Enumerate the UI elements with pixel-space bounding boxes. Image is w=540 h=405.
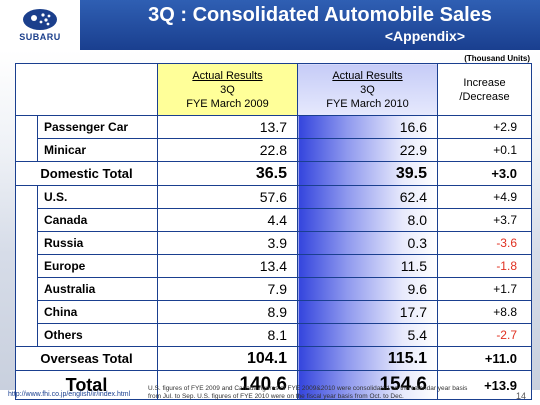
value-2010: 154.6 bbox=[297, 370, 438, 400]
value-diff: +11.0 bbox=[437, 346, 532, 371]
value-2009: 13.4 bbox=[157, 254, 298, 278]
value-diff: +13.9 bbox=[437, 370, 532, 400]
grand-total-row: Total 140.6 154.6 +13.9 bbox=[15, 370, 532, 400]
table-header-row: Actual Results 3Q FYE March 2009 Actual … bbox=[15, 63, 532, 116]
title-bar: 3Q : Consolidated Automobile Sales <Appe… bbox=[80, 0, 540, 50]
value-2009: 22.8 bbox=[157, 138, 298, 162]
row-label: Total bbox=[15, 370, 158, 400]
value-2010: 11.5 bbox=[297, 254, 438, 278]
table-row: Europe 13.4 11.5 -1.8 bbox=[16, 254, 532, 278]
row-label: Others bbox=[37, 323, 158, 347]
value-2009: 8.1 bbox=[157, 323, 298, 347]
value-2010: 8.0 bbox=[297, 208, 438, 232]
indent-cell bbox=[15, 115, 38, 162]
table-row: U.S. 57.6 62.4 +4.9 bbox=[15, 185, 532, 347]
value-diff: +2.9 bbox=[437, 115, 532, 139]
value-2010: 9.6 bbox=[297, 277, 438, 301]
table-row: Others 8.1 5.4 -2.7 bbox=[16, 323, 532, 347]
table-row: Minicar 22.8 22.9 +0.1 bbox=[16, 138, 532, 162]
row-label: U.S. bbox=[37, 185, 158, 209]
header-fye2009-line2: 3Q bbox=[220, 84, 235, 96]
table-row: China 8.9 17.7 +8.8 bbox=[16, 300, 532, 324]
footnote: U.S. figures of FYE 2009 and Canada figu… bbox=[148, 385, 468, 400]
header-fye2009: Actual Results 3Q FYE March 2009 bbox=[157, 63, 298, 116]
row-label: Russia bbox=[37, 231, 158, 255]
value-diff: +3.7 bbox=[437, 208, 532, 232]
value-2010: 17.7 bbox=[297, 300, 438, 324]
value-2010: 39.5 bbox=[297, 161, 438, 186]
table-row: Passenger Car 13.7 16.6 +2.9 bbox=[15, 115, 532, 162]
header: SUBARU 3Q : Consolidated Automobile Sale… bbox=[0, 0, 540, 50]
value-2009: 3.9 bbox=[157, 231, 298, 255]
row-label: Passenger Car bbox=[37, 115, 158, 139]
pleiades-star-icon bbox=[23, 8, 57, 30]
overseas-total-row: Overseas Total 104.1 115.1 +11.0 bbox=[15, 346, 532, 371]
table-row: Russia 3.9 0.3 -3.6 bbox=[16, 231, 532, 255]
value-2009: 36.5 bbox=[157, 161, 298, 186]
header-fye2009-line1: Actual Results bbox=[192, 70, 263, 82]
page-title: 3Q : Consolidated Automobile Sales bbox=[148, 4, 492, 26]
value-2009: 8.9 bbox=[157, 300, 298, 324]
footer-url-link[interactable]: http://www.fhi.co.jp/english/ir/index.ht… bbox=[8, 391, 131, 398]
value-diff: +3.0 bbox=[437, 161, 532, 186]
table-row: Australia 7.9 9.6 +1.7 bbox=[16, 277, 532, 301]
header-increase-decrease: Increase /Decrease bbox=[437, 63, 532, 116]
row-label: Domestic Total bbox=[15, 161, 158, 186]
value-2010: 16.6 bbox=[297, 115, 438, 139]
page-subtitle: <Appendix> bbox=[384, 28, 465, 44]
value-diff: +4.9 bbox=[437, 185, 532, 209]
value-diff: -2.7 bbox=[437, 323, 532, 347]
logo-text: SUBARU bbox=[19, 31, 61, 42]
row-label: Overseas Total bbox=[15, 346, 158, 371]
header-fye2010: Actual Results 3Q FYE March 2010 bbox=[297, 63, 438, 116]
header-diff-line1: Increase bbox=[463, 77, 506, 89]
value-2010: 22.9 bbox=[297, 138, 438, 162]
value-2010: 0.3 bbox=[297, 231, 438, 255]
value-diff: +0.1 bbox=[437, 138, 532, 162]
value-2009: 4.4 bbox=[157, 208, 298, 232]
value-diff: +8.8 bbox=[437, 300, 532, 324]
row-label: Europe bbox=[37, 254, 158, 278]
sales-table: Actual Results 3Q FYE March 2009 Actual … bbox=[15, 63, 532, 400]
value-diff: -3.6 bbox=[437, 231, 532, 255]
header-fye2010-line1: Actual Results bbox=[332, 70, 403, 82]
row-label: China bbox=[37, 300, 158, 324]
header-blank-cell bbox=[15, 63, 158, 116]
value-2009: 57.6 bbox=[157, 185, 298, 209]
units-label: (Thousand Units) bbox=[464, 54, 530, 63]
value-diff: +1.7 bbox=[437, 277, 532, 301]
value-2009: 7.9 bbox=[157, 277, 298, 301]
indent-cell bbox=[15, 185, 38, 347]
value-2009: 140.6 bbox=[157, 370, 298, 400]
header-fye2009-line3: FYE March 2009 bbox=[186, 98, 269, 110]
header-fye2010-line3: FYE March 2010 bbox=[326, 98, 409, 110]
row-label: Minicar bbox=[37, 138, 158, 162]
header-diff-line2: /Decrease bbox=[459, 91, 510, 103]
value-2009: 104.1 bbox=[157, 346, 298, 371]
row-label: Canada bbox=[37, 208, 158, 232]
row-label: Australia bbox=[37, 277, 158, 301]
header-fye2010-line2: 3Q bbox=[360, 84, 375, 96]
page-number: 14 bbox=[515, 391, 526, 401]
value-2010: 62.4 bbox=[297, 185, 438, 209]
value-diff: -1.8 bbox=[437, 254, 532, 278]
subaru-logo: SUBARU bbox=[0, 0, 80, 50]
value-2010: 5.4 bbox=[297, 323, 438, 347]
value-2010: 115.1 bbox=[297, 346, 438, 371]
domestic-total-row: Domestic Total 36.5 39.5 +3.0 bbox=[15, 161, 532, 186]
value-2009: 13.7 bbox=[157, 115, 298, 139]
table-row: Canada 4.4 8.0 +3.7 bbox=[16, 208, 532, 232]
